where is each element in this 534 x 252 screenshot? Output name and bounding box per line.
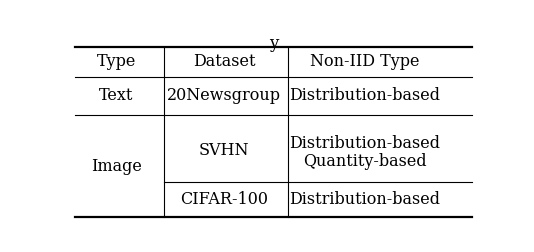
Text: Distribution-based: Distribution-based [289,135,440,152]
Text: Distribution-based: Distribution-based [289,87,440,104]
Text: CIFAR-100: CIFAR-100 [180,191,268,208]
Text: y: y [269,35,278,52]
Text: Dataset: Dataset [193,53,255,70]
Text: SVHN: SVHN [199,142,249,159]
Text: Non-IID Type: Non-IID Type [310,53,420,70]
Text: Text: Text [99,87,134,104]
Text: Quantity-based: Quantity-based [303,153,427,170]
Text: 20Newsgroup: 20Newsgroup [167,87,281,104]
Text: Type: Type [97,53,136,70]
Text: Image: Image [91,158,142,175]
Text: Distribution-based: Distribution-based [289,191,440,208]
